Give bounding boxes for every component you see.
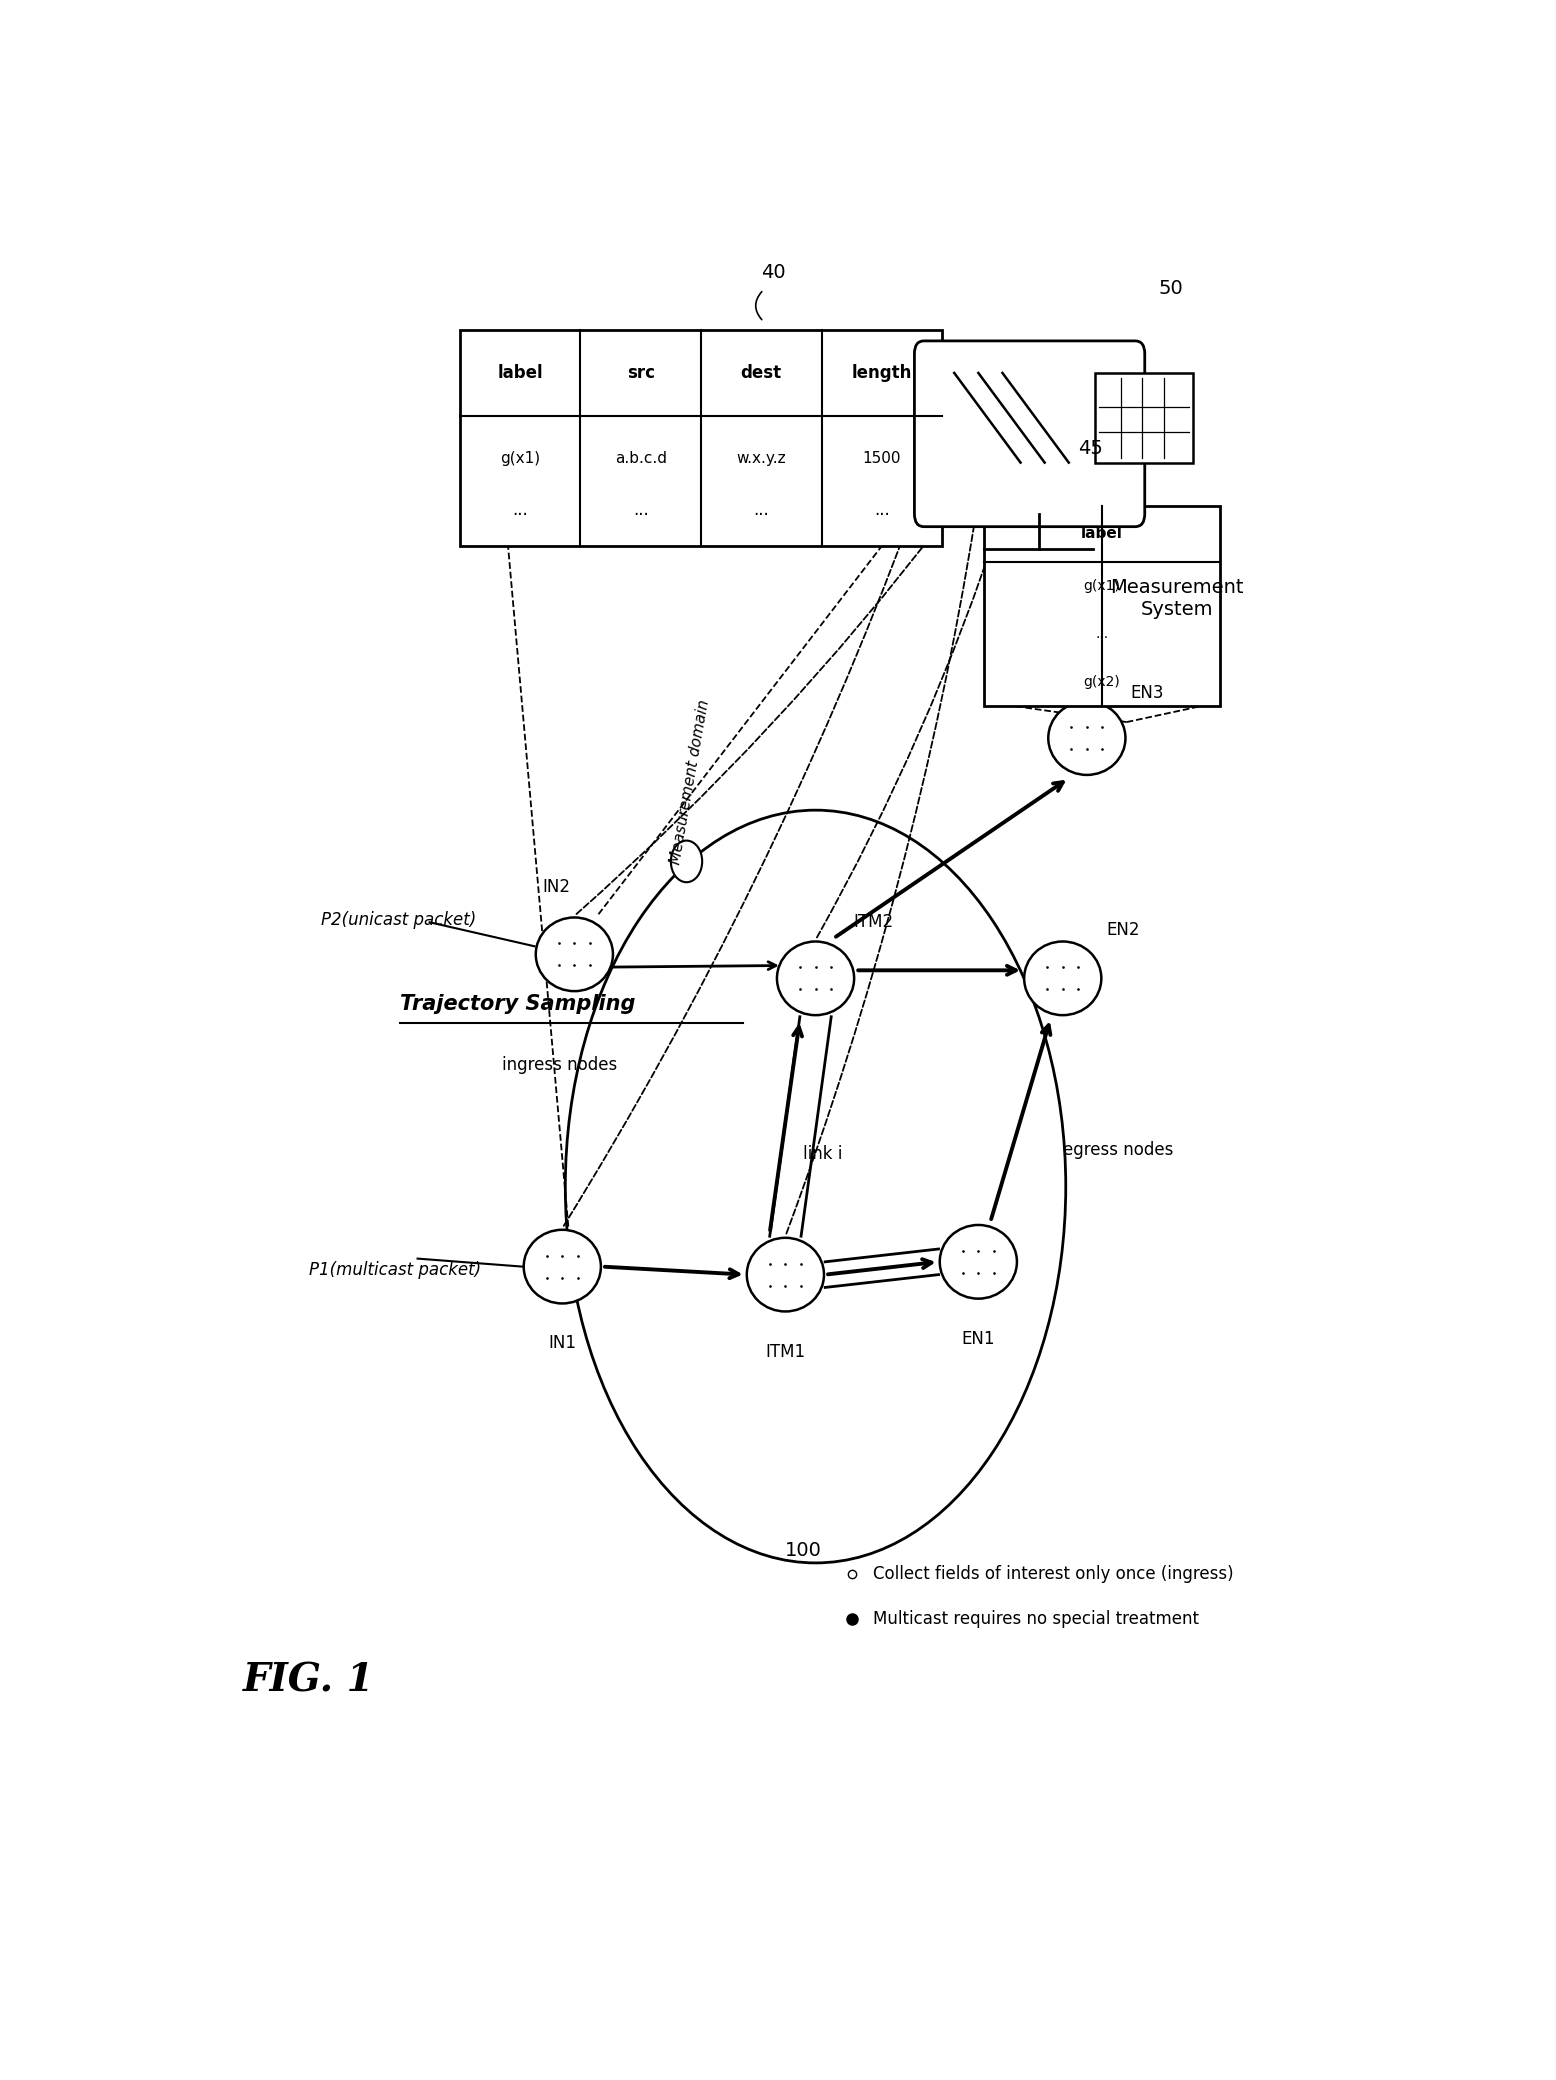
Text: ingress nodes: ingress nodes	[503, 1057, 618, 1073]
Text: P1(multicast packet): P1(multicast packet)	[310, 1260, 481, 1279]
Text: g(x1): g(x1)	[499, 451, 540, 466]
Text: EN2: EN2	[1106, 921, 1141, 940]
Text: ...: ...	[512, 501, 527, 518]
Ellipse shape	[776, 942, 854, 1015]
Text: ...: ...	[874, 501, 890, 518]
Ellipse shape	[1049, 701, 1125, 776]
Text: 100: 100	[786, 1541, 822, 1560]
Text: w.x.y.z: w.x.y.z	[736, 451, 786, 466]
Ellipse shape	[524, 1229, 601, 1304]
Text: g(x2): g(x2)	[1083, 676, 1120, 688]
Text: Measurement domain: Measurement domain	[669, 699, 713, 865]
Text: length: length	[851, 364, 912, 383]
Text: Trajectory Sampling: Trajectory Sampling	[400, 994, 635, 1015]
Text: 45: 45	[1078, 439, 1103, 458]
Text: ...: ...	[1095, 626, 1108, 641]
Text: Collect fields of interest only once (ingress): Collect fields of interest only once (in…	[873, 1564, 1234, 1583]
Text: label: label	[1081, 526, 1123, 541]
Text: IN2: IN2	[543, 878, 569, 896]
Text: 40: 40	[761, 262, 786, 281]
Text: P2(unicast packet): P2(unicast packet)	[321, 911, 476, 930]
FancyBboxPatch shape	[1095, 372, 1193, 462]
Text: ITM2: ITM2	[853, 913, 893, 932]
FancyBboxPatch shape	[985, 505, 1220, 705]
Text: egress nodes: egress nodes	[1063, 1140, 1173, 1159]
Text: 50: 50	[1159, 279, 1184, 297]
Text: src: src	[627, 364, 655, 383]
Text: ...: ...	[753, 501, 769, 518]
FancyBboxPatch shape	[915, 341, 1145, 526]
Text: 1500: 1500	[862, 451, 901, 466]
FancyBboxPatch shape	[461, 329, 941, 545]
Text: a.b.c.d: a.b.c.d	[615, 451, 666, 466]
Text: ...: ...	[633, 501, 649, 518]
Text: label: label	[498, 364, 543, 383]
Circle shape	[671, 840, 702, 882]
Ellipse shape	[1024, 942, 1102, 1015]
Ellipse shape	[747, 1238, 825, 1312]
Text: EN3: EN3	[1130, 684, 1164, 703]
Text: ITM1: ITM1	[766, 1342, 806, 1360]
Text: Measurement
System: Measurement System	[1111, 578, 1245, 620]
Text: dest: dest	[741, 364, 781, 383]
Text: g(x1): g(x1)	[1083, 578, 1120, 593]
Text: link i: link i	[803, 1146, 843, 1163]
Ellipse shape	[535, 917, 613, 992]
Text: IN1: IN1	[548, 1335, 576, 1352]
Text: Multicast requires no special treatment: Multicast requires no special treatment	[873, 1610, 1200, 1629]
Text: EN1: EN1	[962, 1329, 996, 1348]
Ellipse shape	[940, 1225, 1018, 1298]
Text: FIG. 1: FIG. 1	[243, 1662, 375, 1699]
